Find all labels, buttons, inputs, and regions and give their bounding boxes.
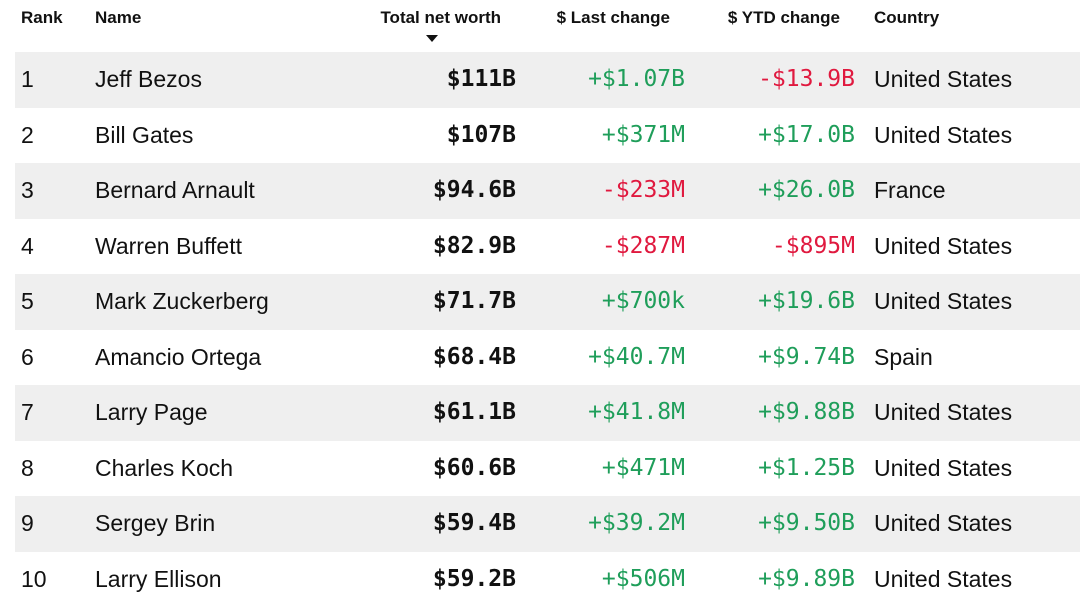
country-cell: United States [874,288,1013,314]
country-cell: United States [874,66,1013,92]
net-worth-cell: $59.2B [432,565,516,592]
net-worth-cell: $61.1B [432,399,516,425]
net-worth-cell: $71.7B [432,288,516,314]
net-worth-cell: $82.9B [432,232,516,259]
ytd-change-cell: +$9.89B [758,565,855,592]
country-cell: United States [874,565,1013,592]
column-header-total-net-worth[interactable]: Total net worth [380,8,501,27]
last-change-cell: +$41.8M [588,399,685,425]
table-row[interactable]: 1 Jeff Bezos $111B +$1.07B -$13.9B Unite… [15,52,1080,108]
country-cell: United States [874,510,1013,536]
rank-cell: 9 [21,510,34,536]
rank-cell: 2 [21,121,34,148]
ytd-change-cell: +$26.0B [758,177,855,203]
last-change-cell: +$506M [601,565,685,592]
rank-cell: 1 [21,66,34,92]
last-change-cell: +$40.7M [588,343,685,370]
net-worth-cell: $59.4B [432,510,516,536]
column-header-rank[interactable]: Rank [21,8,63,27]
name-cell[interactable]: Larry Ellison [95,565,222,592]
last-change-cell: +$471M [601,454,685,481]
last-change-cell: +$371M [601,121,685,148]
name-cell[interactable]: Bill Gates [95,121,194,148]
rank-cell: 5 [21,288,34,314]
net-worth-cell: $94.6B [432,177,516,203]
country-cell: United States [874,121,1013,148]
net-worth-cell: $107B [446,121,516,148]
name-cell[interactable]: Amancio Ortega [95,343,262,370]
rank-cell: 7 [21,399,34,425]
country-cell: United States [874,232,1013,259]
rank-cell: 8 [21,454,34,481]
country-cell: Spain [874,343,933,370]
name-cell[interactable]: Bernard Arnault [95,177,255,203]
ytd-change-cell: +$9.50B [758,510,855,536]
last-change-cell: +$700k [601,288,685,314]
table-body: 1 Jeff Bezos $111B +$1.07B -$13.9B Unite… [15,52,1080,607]
name-cell[interactable]: Larry Page [95,399,208,425]
rank-cell: 6 [21,343,34,370]
column-header-country[interactable]: Country [874,8,940,27]
ytd-change-cell: -$13.9B [758,66,855,92]
rank-cell: 3 [21,177,34,203]
column-header-last-change[interactable]: $ Last change [556,8,670,27]
name-cell[interactable]: Mark Zuckerberg [95,288,269,314]
net-worth-cell: $60.6B [432,454,516,481]
name-cell[interactable]: Warren Buffett [95,232,243,259]
ytd-change-cell: -$895M [771,232,855,259]
ytd-change-cell: +$1.25B [758,454,855,481]
last-change-cell: +$1.07B [588,66,685,92]
last-change-cell: +$39.2M [588,510,685,536]
net-worth-cell: $68.4B [432,343,516,370]
ytd-change-cell: +$19.6B [758,288,855,314]
rank-cell: 4 [21,232,34,259]
table-row[interactable]: 10 Larry Ellison $59.2B +$506M +$9.89B U… [15,552,1080,607]
country-cell: United States [874,399,1013,425]
country-cell: United States [874,454,1013,481]
table-row[interactable]: 8 Charles Koch $60.6B +$471M +$1.25B Uni… [15,441,1080,497]
ytd-change-cell: +$9.74B [758,343,855,370]
rank-cell: 10 [21,565,47,592]
name-cell[interactable]: Sergey Brin [95,510,216,536]
column-header-ytd-change[interactable]: $ YTD change [727,8,840,27]
name-cell[interactable]: Charles Koch [95,454,234,481]
table-row[interactable]: 5 Mark Zuckerberg $71.7B +$700k +$19.6B … [15,274,1080,330]
table-row[interactable]: 3 Bernard Arnault $94.6B -$233M +$26.0B … [15,163,1080,219]
table-row[interactable]: 4 Warren Buffett $82.9B -$287M -$895M Un… [15,219,1080,275]
table-row[interactable]: 9 Sergey Brin $59.4B +$39.2M +$9.50B Uni… [15,496,1080,552]
table-row[interactable]: 7 Larry Page $61.1B +$41.8M +$9.88B Unit… [15,385,1080,441]
net-worth-cell: $111B [446,66,516,92]
last-change-cell: -$287M [601,232,685,259]
table-header: Rank Name Total net worth $ Last change … [0,0,1080,50]
column-header-name[interactable]: Name [95,8,142,27]
country-cell: France [874,177,946,203]
sort-descending-arrow-icon[interactable] [426,35,438,42]
table-row[interactable]: 2 Bill Gates $107B +$371M +$17.0B United… [15,108,1080,164]
last-change-cell: -$233M [601,177,685,203]
table-row[interactable]: 6 Amancio Ortega $68.4B +$40.7M +$9.74B … [15,330,1080,386]
name-cell[interactable]: Jeff Bezos [95,66,202,92]
ytd-change-cell: +$17.0B [758,121,855,148]
ytd-change-cell: +$9.88B [758,399,855,425]
